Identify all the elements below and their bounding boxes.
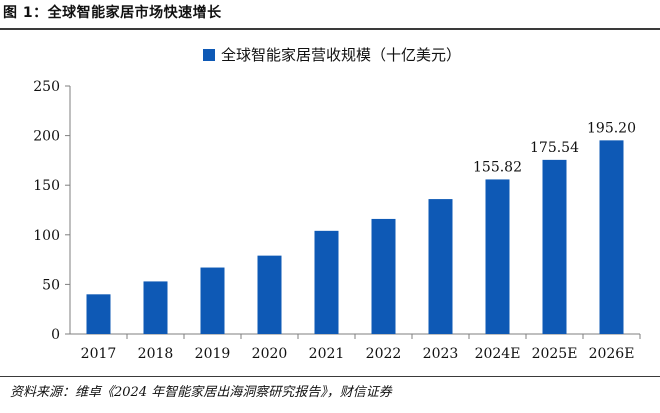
bottom-rule bbox=[0, 376, 660, 377]
y-tick-label: 100 bbox=[33, 228, 60, 244]
x-tick-label: 2023 bbox=[423, 346, 459, 362]
y-tick-label: 200 bbox=[33, 129, 60, 145]
y-tick-label: 250 bbox=[33, 79, 60, 95]
x-tick-label: 2017 bbox=[81, 346, 117, 362]
chart-legend: 全球智能家居营收规模（十亿美元） bbox=[203, 44, 461, 65]
data-label: 155.82 bbox=[473, 159, 522, 175]
bar-2026E bbox=[599, 140, 624, 334]
x-tick-label: 2025E bbox=[532, 346, 578, 362]
bar-2025E bbox=[542, 159, 567, 334]
y-tick-label: 0 bbox=[51, 327, 60, 343]
source-note: 资料来源：维卓《2024 年智能家居出海洞察研究报告》，财信证券 bbox=[10, 385, 392, 400]
y-tick-label: 50 bbox=[42, 277, 60, 293]
bar-2020 bbox=[257, 255, 282, 334]
bar-2017 bbox=[86, 294, 111, 334]
top-rule bbox=[0, 28, 660, 30]
legend-label: 全球智能家居营收规模（十亿美元） bbox=[221, 46, 462, 64]
bar-2023 bbox=[428, 199, 453, 334]
bar-2019 bbox=[200, 267, 225, 334]
data-label: 175.54 bbox=[530, 140, 579, 156]
y-tick-label: 150 bbox=[33, 178, 60, 194]
bar-2018 bbox=[143, 281, 168, 334]
bar-2022 bbox=[371, 218, 396, 334]
x-tick-label: 2021 bbox=[309, 346, 345, 362]
legend-swatch bbox=[203, 48, 215, 61]
bar-chart: 0 50 100 150 200 250 2017 2018 2019 2020 2021 2022 2… bbox=[33, 79, 641, 362]
x-tick-label: 2020 bbox=[252, 346, 288, 362]
x-tick-label: 2019 bbox=[195, 346, 231, 362]
bar-2024E bbox=[485, 179, 510, 334]
bar-2021 bbox=[314, 230, 339, 334]
data-label: 195.20 bbox=[587, 120, 636, 136]
x-tick-label: 2022 bbox=[366, 346, 402, 362]
x-tick-label: 2026E bbox=[589, 346, 635, 362]
figure-title: 图 1：全球智能家居市场快速增长 bbox=[3, 5, 222, 21]
x-tick-label: 2018 bbox=[138, 346, 174, 362]
x-tick-label: 2024E bbox=[475, 346, 521, 362]
